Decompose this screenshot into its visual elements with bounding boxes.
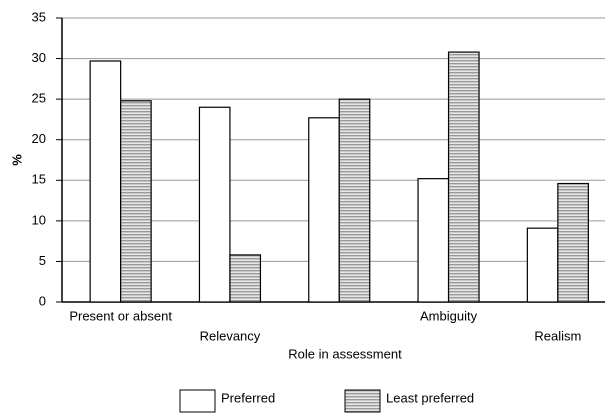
y-tick-label: 5	[39, 253, 46, 268]
bar	[417, 178, 450, 303]
x-tick-label: Ambiguity	[420, 308, 478, 323]
legend-swatch	[179, 389, 216, 413]
bar	[120, 100, 152, 303]
y-tick-label: 10	[32, 212, 46, 227]
y-tick-label: 25	[32, 91, 46, 106]
legend-label: Preferred	[221, 390, 275, 405]
y-tick-label: 0	[39, 293, 46, 308]
legend-swatch	[344, 389, 381, 413]
bar	[557, 182, 589, 303]
bar	[338, 98, 371, 303]
y-tick-label: 30	[32, 50, 46, 65]
x-axis-label: Role in assessment	[288, 346, 402, 361]
y-tick-label: 15	[32, 172, 46, 187]
bar	[526, 227, 559, 303]
bar	[229, 254, 262, 303]
x-tick-label: Present or absent	[69, 308, 172, 323]
y-tick-label: 20	[32, 131, 46, 146]
bar	[89, 60, 122, 303]
bar	[198, 106, 231, 303]
bar	[308, 117, 340, 303]
y-tick-label: 35	[32, 9, 46, 24]
y-axis-label: %	[9, 154, 24, 166]
x-tick-label: Relevancy	[200, 328, 261, 343]
x-tick-label: Realism	[534, 328, 581, 343]
bar	[447, 51, 480, 303]
legend-label: Least preferred	[386, 390, 474, 405]
